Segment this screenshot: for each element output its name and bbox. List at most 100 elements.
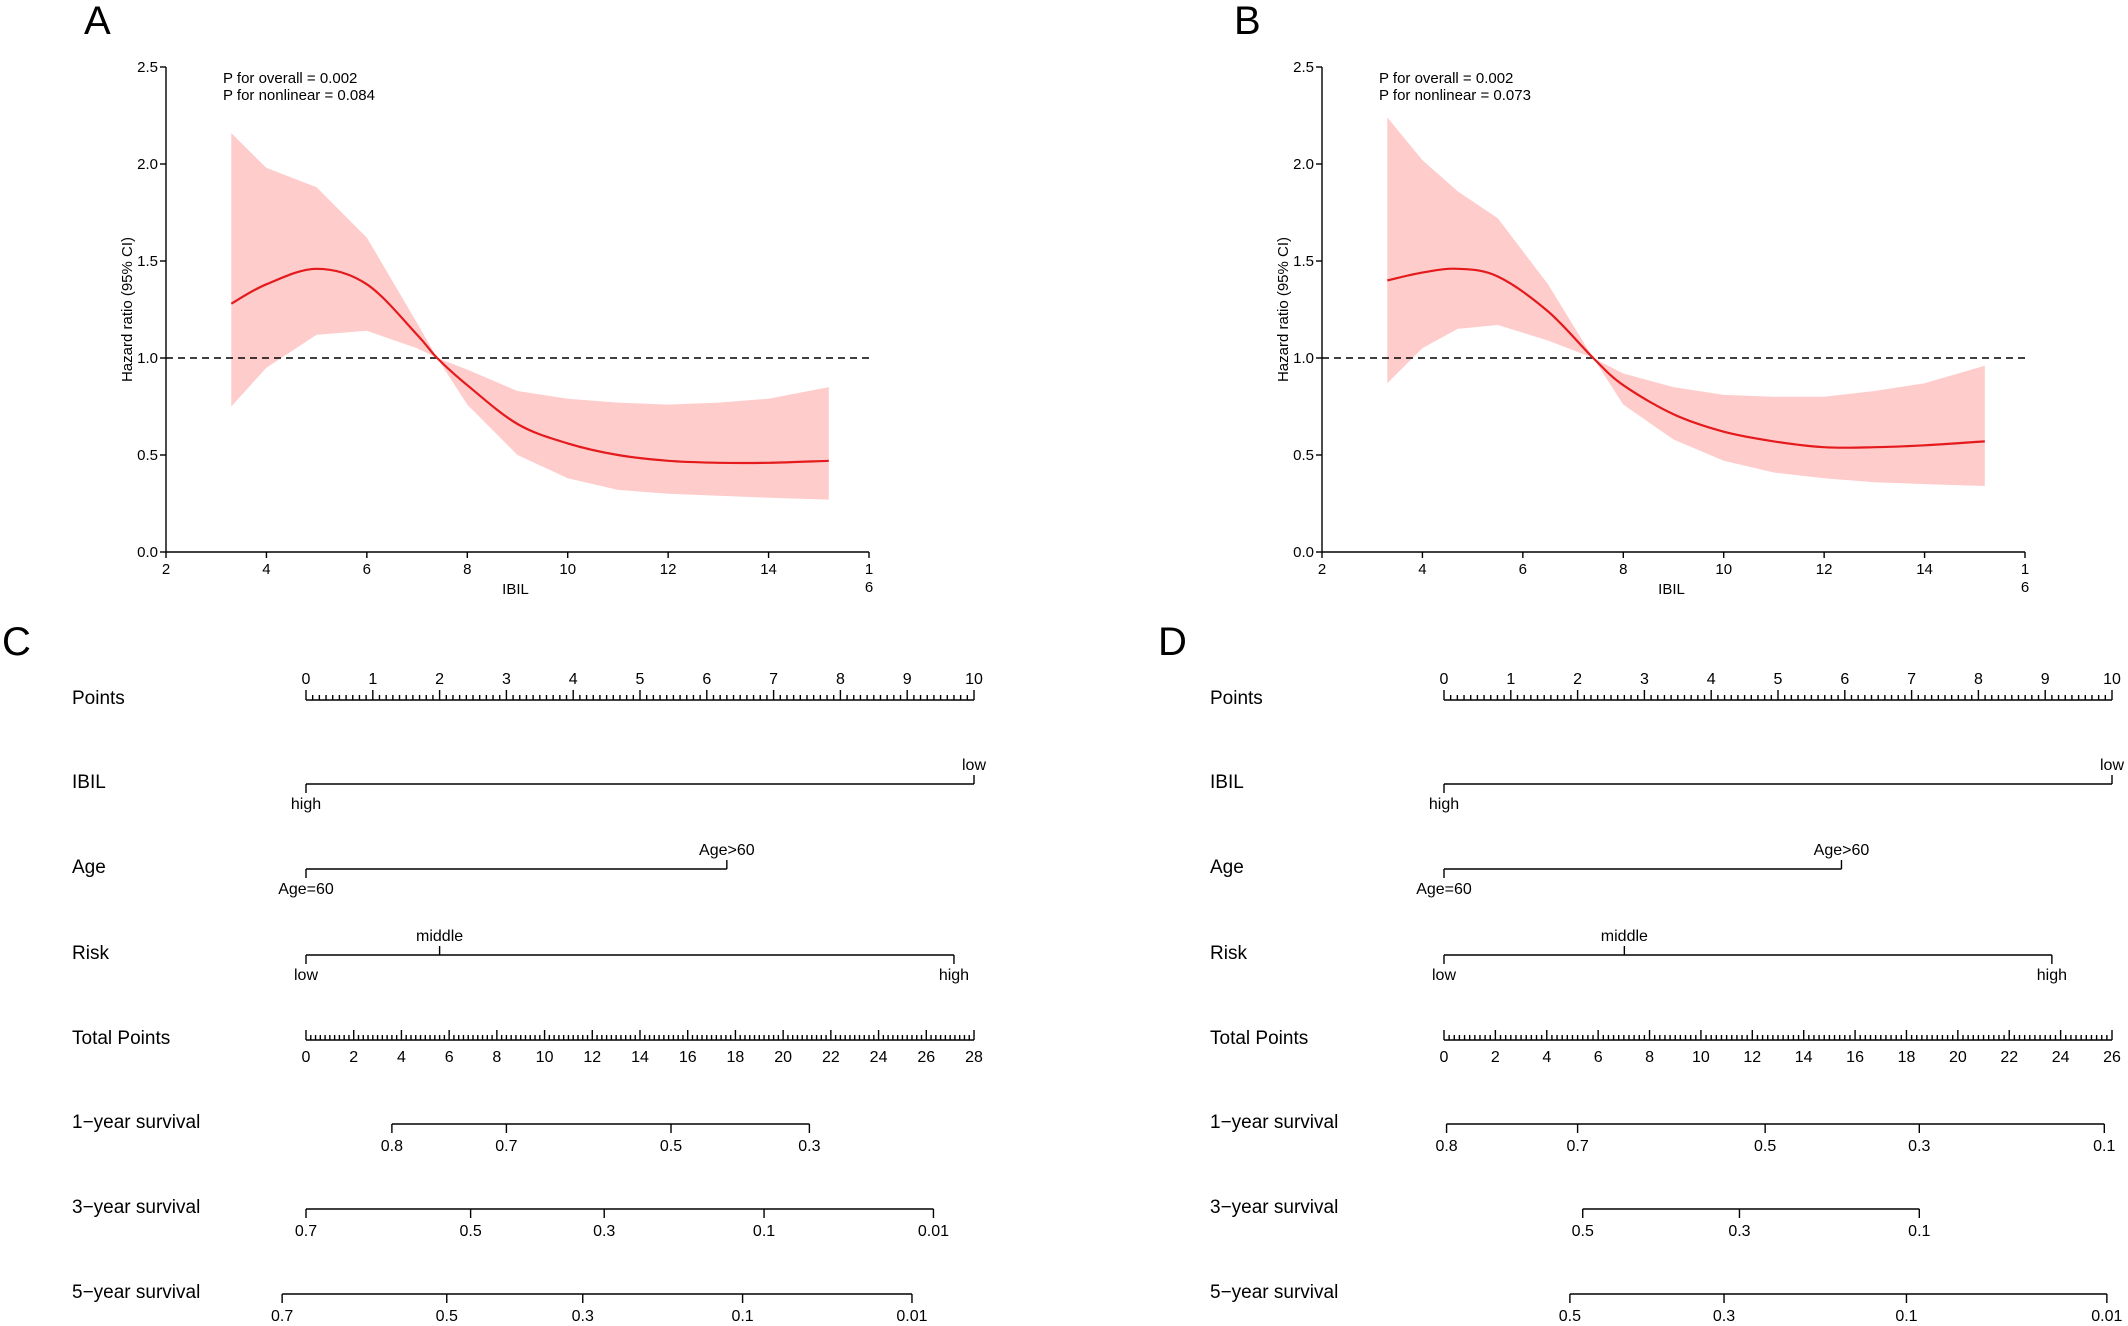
level-label: Age=60 [278,881,334,898]
level-label: Age>60 [699,842,755,859]
x-tick-label: 6 [1519,561,1527,578]
level-label: high [939,967,969,984]
total-tick-label: 0 [302,1049,311,1066]
points-tick-label: 7 [1907,671,1916,688]
level-label: low [294,967,318,984]
level-label: high [291,796,321,813]
x-tick-label: 6 [2021,579,2029,596]
total-tick-label: 2 [1491,1049,1500,1066]
row-label: Age [72,857,106,878]
survival-tick-label: 0.5 [1572,1223,1594,1240]
panel-letter: D [1158,620,1187,664]
level-label: low [962,757,986,774]
survival-tick-label: 0.5 [459,1223,481,1240]
total-tick-label: 10 [536,1049,554,1066]
points-tick-label: 4 [569,671,578,688]
total-tick-label: 26 [2103,1049,2121,1066]
total-tick-label: 6 [445,1049,454,1066]
y-tick-label: 0.0 [137,544,158,561]
survival-tick-label: 0.7 [495,1138,517,1155]
total-tick-label: 22 [822,1049,840,1066]
survival-tick-label: 0.3 [1713,1308,1735,1325]
y-tick-label: 0.5 [1293,447,1314,464]
total-tick-label: 6 [1594,1049,1603,1066]
total-tick-label: 20 [1949,1049,1967,1066]
survival-tick-label: 0.3 [1728,1223,1750,1240]
confidence-band [231,133,829,500]
points-tick-label: 9 [903,671,912,688]
total-tick-label: 22 [2000,1049,2018,1066]
row-label: Total Points [1210,1028,1308,1049]
total-tick-label: 24 [870,1049,888,1066]
x-tick-label: 10 [559,561,576,578]
row-label: 1−year survival [72,1112,200,1133]
survival-tick-label: 0.5 [436,1308,458,1325]
total-tick-label: 12 [583,1049,601,1066]
x-tick-label: 4 [1418,561,1426,578]
level-label: high [1429,796,1459,813]
level-label: low [2100,757,2124,774]
level-label: low [1432,967,1456,984]
y-tick-label: 0.5 [137,447,158,464]
survival-tick-label: 0.01 [2091,1308,2122,1325]
total-tick-label: 8 [1645,1049,1654,1066]
y-tick-label: 2.0 [137,156,158,173]
points-tick-label: 7 [769,671,778,688]
panel-letter: C [2,620,31,664]
total-tick-label: 20 [774,1049,792,1066]
panel-a-hazard-plot: A2 4 6 8 10 12 14 160.00.51.01.52.02.5IBILHazar… [84,0,873,598]
points-tick-label: 1 [368,671,377,688]
x-tick-label: 1 [2021,561,2029,578]
x-tick-label: 14 [760,561,777,578]
confidence-band [1387,117,1985,487]
survival-tick-label: 0.8 [381,1138,403,1155]
y-axis-label: Hazard ratio (95% CI) [1275,237,1292,382]
points-tick-label: 4 [1707,671,1716,688]
p-value-annotation: P for overall = 0.002 [223,70,357,87]
total-tick-label: 10 [1692,1049,1710,1066]
row-label: 3−year survival [1210,1197,1338,1218]
y-tick-label: 1.0 [1293,350,1314,367]
total-tick-label: 14 [631,1049,649,1066]
total-tick-label: 18 [727,1049,745,1066]
row-label: 1−year survival [1210,1112,1338,1133]
survival-tick-label: 0.5 [1559,1308,1581,1325]
p-value-annotation: P for nonlinear = 0.073 [1379,87,1531,104]
points-tick-label: 8 [836,671,845,688]
survival-tick-label: 0.3 [1908,1138,1930,1155]
x-tick-label: 8 [463,561,471,578]
survival-tick-label: 0.5 [1754,1138,1776,1155]
points-tick-label: 5 [1774,671,1783,688]
points-tick-label: 0 [1440,671,1449,688]
survival-tick-label: 0.1 [1908,1223,1930,1240]
x-tick-label: 2 [1318,561,1326,578]
row-label: Age [1210,857,1244,878]
p-value-annotation: P for nonlinear = 0.084 [223,87,375,104]
survival-tick-label: 0.5 [660,1138,682,1155]
x-tick-label: 12 [660,561,677,578]
points-tick-label: 2 [1573,671,1582,688]
points-tick-label: 0 [302,671,311,688]
points-tick-label: 5 [636,671,645,688]
total-tick-label: 28 [965,1049,983,1066]
x-tick-label: 1 [865,561,873,578]
row-label: Points [72,688,125,709]
total-tick-label: 0 [1440,1049,1449,1066]
x-tick-label: 8 [1619,561,1627,578]
row-label: Risk [72,943,109,964]
total-tick-label: 16 [679,1049,697,1066]
points-tick-label: 10 [965,671,983,688]
total-tick-label: 24 [2052,1049,2070,1066]
y-tick-label: 1.5 [137,253,158,270]
points-tick-label: 6 [702,671,711,688]
x-tick-label: 6 [363,561,371,578]
total-tick-label: 18 [1898,1049,1916,1066]
survival-tick-label: 0.1 [753,1223,775,1240]
survival-tick-label: 0.1 [2093,1138,2115,1155]
level-label: Age>60 [1814,842,1870,859]
survival-tick-label: 0.7 [271,1308,293,1325]
total-tick-label: 14 [1795,1049,1813,1066]
survival-tick-label: 0.1 [1895,1308,1917,1325]
